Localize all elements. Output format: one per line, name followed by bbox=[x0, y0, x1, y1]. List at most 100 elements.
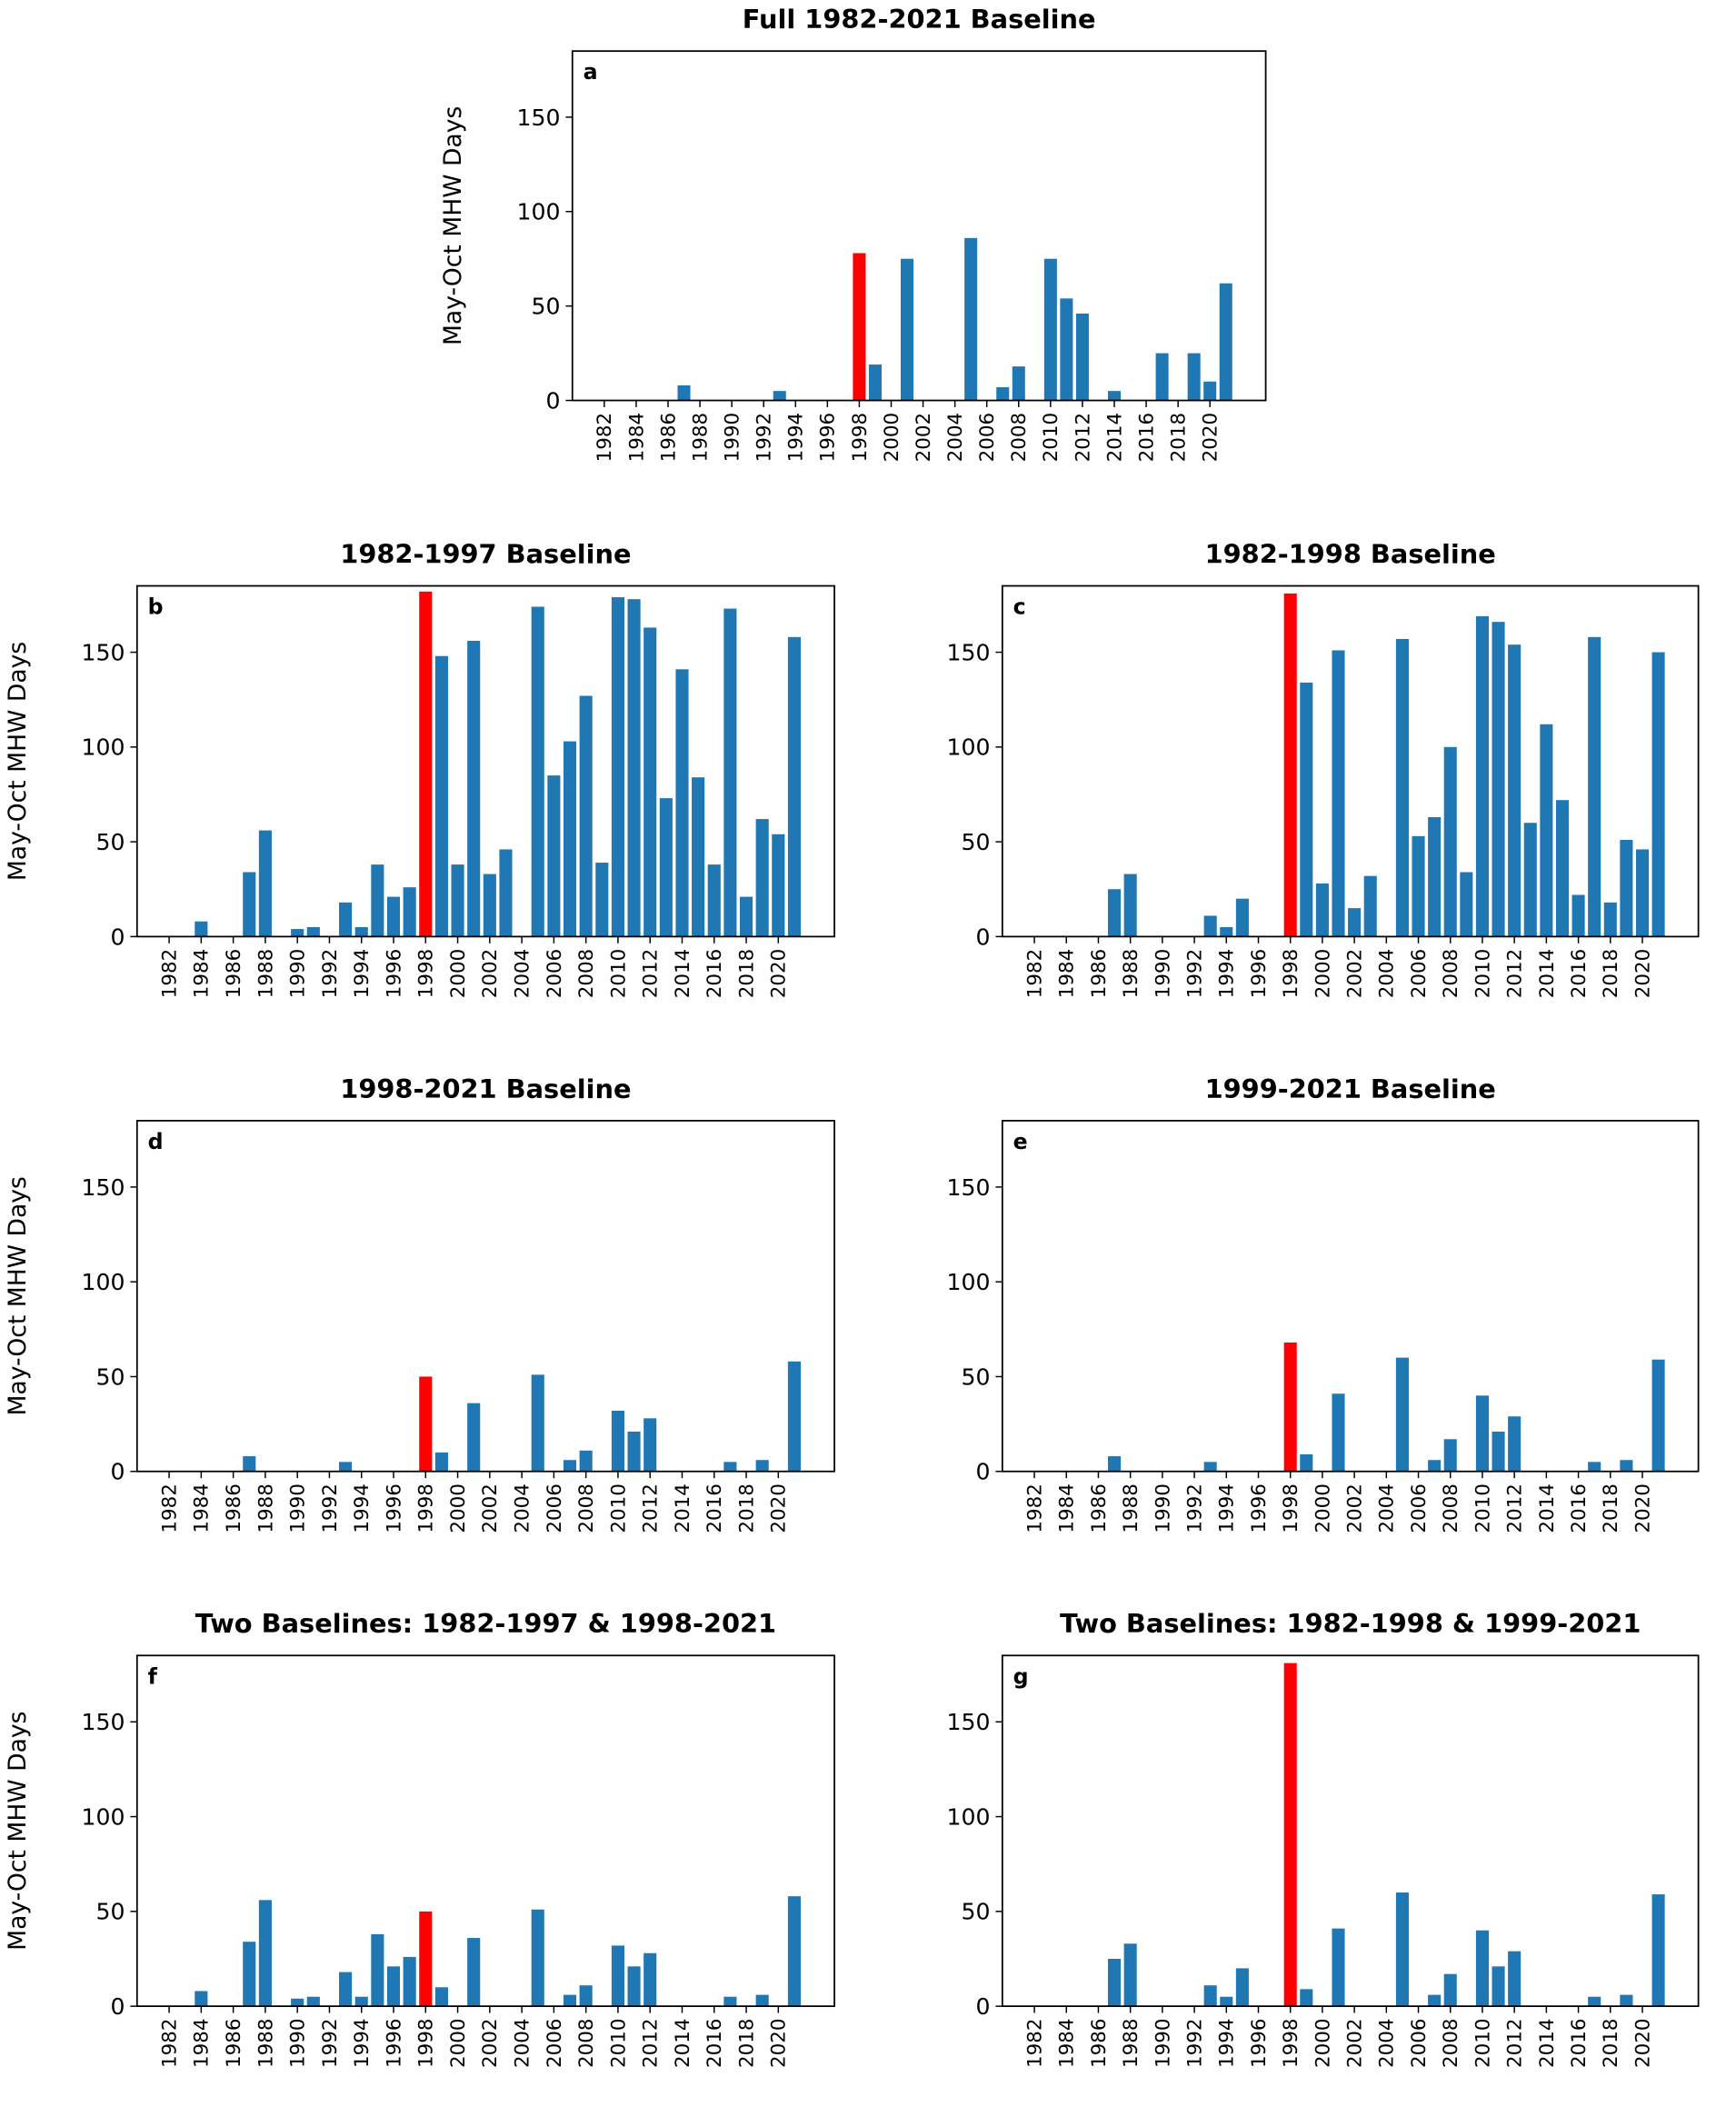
bar bbox=[1395, 1892, 1409, 2007]
bar bbox=[1620, 1460, 1633, 1472]
axes-frame bbox=[135, 1120, 835, 1473]
x-tick-label: 1996 bbox=[383, 2018, 405, 2068]
bar bbox=[1235, 898, 1249, 937]
bar bbox=[354, 926, 368, 937]
x-tick-label: 1994 bbox=[351, 2018, 374, 2068]
bar bbox=[1235, 1968, 1249, 2007]
bar bbox=[675, 669, 689, 937]
x-tick-label: 1986 bbox=[1088, 1483, 1111, 1533]
bar bbox=[755, 1994, 769, 2007]
bar bbox=[1220, 1996, 1233, 2007]
bar bbox=[1428, 1994, 1442, 2007]
y-tick-label: 150 bbox=[947, 1174, 991, 1201]
y-tick-label: 50 bbox=[962, 1363, 991, 1390]
x-tick-label: 2000 bbox=[1312, 949, 1334, 999]
bar bbox=[531, 606, 544, 937]
bar bbox=[1123, 874, 1137, 937]
bar bbox=[1475, 615, 1489, 937]
bar bbox=[579, 1450, 593, 1472]
x-tick-label: 1990 bbox=[287, 949, 310, 999]
bar bbox=[1620, 840, 1633, 937]
x-tick-label: 1990 bbox=[1152, 949, 1174, 999]
x-tick-label: 1982 bbox=[1023, 949, 1046, 999]
y-tick-label: 50 bbox=[962, 829, 991, 855]
x-tick-label: 2020 bbox=[1631, 949, 1654, 999]
bar bbox=[755, 1460, 769, 1472]
panel-label: g bbox=[1013, 1663, 1029, 1689]
chart-panel: 0 50 100 150 1982 1984 1986 1988 1990 1992 1994 199… bbox=[4, 538, 835, 999]
bar bbox=[1508, 1416, 1521, 1472]
x-tick-label: 2008 bbox=[1440, 2018, 1462, 2068]
y-tick-label: 50 bbox=[96, 1363, 125, 1390]
x-tick-label: 2004 bbox=[1376, 2018, 1399, 2068]
bar bbox=[1508, 1951, 1521, 2007]
bar bbox=[291, 929, 304, 937]
x-tick-label: 2018 bbox=[735, 1483, 758, 1533]
y-tick-label: 150 bbox=[516, 105, 560, 131]
y-tick-label: 50 bbox=[96, 1899, 125, 1925]
x-tick-label: 1988 bbox=[254, 2018, 277, 2068]
bar bbox=[467, 1938, 481, 2007]
x-tick-label: 1998 bbox=[1280, 2018, 1302, 2068]
y-tick-label: 150 bbox=[82, 639, 125, 665]
bar bbox=[853, 253, 866, 401]
bar bbox=[1060, 298, 1073, 401]
x-tick-label: 1984 bbox=[1056, 949, 1079, 999]
x-tick-label: 1984 bbox=[1056, 1483, 1079, 1533]
y-tick-label: 50 bbox=[96, 829, 125, 855]
bar bbox=[291, 1998, 304, 2007]
bar bbox=[419, 1911, 433, 2007]
x-tick-label: 1994 bbox=[785, 413, 808, 463]
x-tick-label: 2002 bbox=[1344, 1483, 1367, 1533]
bar bbox=[1300, 1989, 1313, 2007]
bar bbox=[1108, 1958, 1122, 2007]
y-tick-label: 0 bbox=[545, 387, 560, 414]
y-tick-label: 100 bbox=[947, 1803, 991, 1830]
bar bbox=[964, 237, 978, 401]
bar bbox=[1220, 926, 1233, 937]
y-axis-label: May-Oct MHW Days bbox=[4, 642, 32, 881]
bar bbox=[1300, 682, 1313, 937]
bar bbox=[419, 1376, 433, 1472]
x-tick-label: 2006 bbox=[1408, 2018, 1431, 2068]
bar bbox=[1203, 1985, 1217, 2007]
y-tick-label: 150 bbox=[947, 1709, 991, 1735]
bar bbox=[644, 1952, 657, 2007]
bar bbox=[339, 1462, 353, 1472]
bar bbox=[773, 391, 786, 401]
x-tick-label: 1986 bbox=[223, 2018, 245, 2068]
x-tick-label: 1988 bbox=[1120, 949, 1142, 999]
bar bbox=[306, 926, 320, 937]
x-tick-label: 2004 bbox=[1376, 1483, 1399, 1533]
bar bbox=[723, 1996, 737, 2007]
y-tick-label: 0 bbox=[976, 1993, 991, 2020]
chart-title: 1998-2021 Baseline bbox=[340, 1073, 631, 1104]
bar bbox=[547, 775, 561, 937]
x-tick-label: 2020 bbox=[768, 1483, 791, 1533]
x-tick-label: 2014 bbox=[1103, 413, 1126, 463]
x-tick-label: 2020 bbox=[1631, 2018, 1654, 2068]
x-tick-label: 2012 bbox=[640, 949, 663, 999]
bar bbox=[339, 902, 353, 937]
x-tick-label: 1994 bbox=[1216, 2018, 1239, 2068]
x-tick-label: 1990 bbox=[287, 1483, 310, 1533]
x-tick-label: 2014 bbox=[672, 949, 694, 999]
bar bbox=[659, 798, 673, 937]
bar bbox=[1651, 1359, 1665, 1472]
bar bbox=[243, 1456, 256, 1472]
x-tick-label: 1986 bbox=[223, 1483, 245, 1533]
x-tick-label: 2002 bbox=[1344, 2018, 1367, 2068]
x-tick-label: 1990 bbox=[722, 413, 744, 463]
x-tick-label: 1998 bbox=[415, 2018, 438, 2068]
bar bbox=[467, 641, 481, 937]
bar bbox=[1203, 381, 1217, 401]
bar bbox=[354, 1996, 368, 2007]
x-tick-label: 2010 bbox=[607, 949, 630, 999]
bar bbox=[371, 864, 384, 937]
panel-label: f bbox=[148, 1663, 158, 1689]
x-tick-label: 2012 bbox=[1504, 949, 1527, 999]
x-tick-label: 2006 bbox=[544, 2018, 566, 2068]
x-tick-label: 2020 bbox=[768, 949, 791, 999]
x-tick-label: 2010 bbox=[1472, 1483, 1494, 1533]
bar bbox=[1475, 1930, 1489, 2007]
